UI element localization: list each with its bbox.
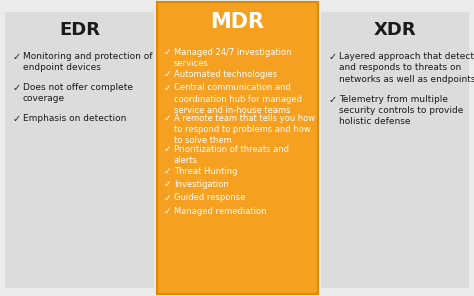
Text: MDR: MDR bbox=[210, 12, 264, 32]
Text: ✓: ✓ bbox=[164, 144, 172, 154]
Text: Prioritization of threats and
alerts: Prioritization of threats and alerts bbox=[174, 144, 289, 165]
Bar bbox=[321, 12, 469, 288]
Text: ✓: ✓ bbox=[13, 83, 21, 93]
Text: ✓: ✓ bbox=[13, 52, 21, 62]
Text: A remote team that tells you how
to respond to problems and how
to solve them: A remote team that tells you how to resp… bbox=[174, 114, 315, 145]
Text: ✓: ✓ bbox=[164, 114, 172, 123]
Bar bbox=[157, 2, 318, 294]
Text: Does not offer complete
coverage: Does not offer complete coverage bbox=[23, 83, 133, 103]
Text: ✓: ✓ bbox=[164, 83, 172, 92]
Text: Layered approach that detects
and responds to threats on
networks as well as end: Layered approach that detects and respon… bbox=[339, 52, 474, 84]
Text: Central communication and
coordination hub for managed
service and in-house team: Central communication and coordination h… bbox=[174, 83, 302, 115]
Text: ✓: ✓ bbox=[164, 166, 172, 176]
Text: ✓: ✓ bbox=[164, 207, 172, 216]
Text: Monitoring and protection of
endpoint devices: Monitoring and protection of endpoint de… bbox=[23, 52, 153, 73]
Text: XDR: XDR bbox=[374, 21, 416, 39]
Text: Emphasis on detection: Emphasis on detection bbox=[23, 114, 127, 123]
Text: ✓: ✓ bbox=[164, 194, 172, 202]
Text: Managed 24/7 investigation
services: Managed 24/7 investigation services bbox=[174, 48, 292, 68]
Text: ✓: ✓ bbox=[329, 94, 337, 104]
Text: ✓: ✓ bbox=[164, 48, 172, 57]
Text: Managed remediation: Managed remediation bbox=[174, 207, 266, 216]
Text: Guided response: Guided response bbox=[174, 194, 246, 202]
Text: Threat Hunting: Threat Hunting bbox=[174, 166, 237, 176]
Text: EDR: EDR bbox=[59, 21, 100, 39]
Text: ✓: ✓ bbox=[13, 114, 21, 124]
Text: Automated technologies: Automated technologies bbox=[174, 70, 277, 79]
Bar bbox=[5, 12, 154, 288]
Text: Investigation: Investigation bbox=[174, 180, 229, 189]
Text: ✓: ✓ bbox=[164, 180, 172, 189]
Text: ✓: ✓ bbox=[329, 52, 337, 62]
Text: ✓: ✓ bbox=[164, 70, 172, 79]
Text: Telemetry from multiple
security controls to provide
holistic defense: Telemetry from multiple security control… bbox=[339, 94, 464, 126]
